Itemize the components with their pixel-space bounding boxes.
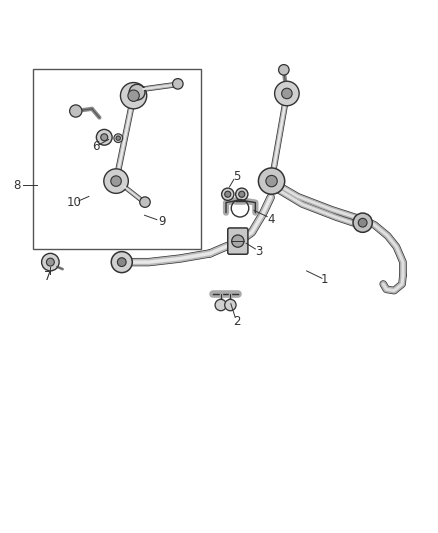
Circle shape xyxy=(239,191,245,197)
Circle shape xyxy=(128,90,139,101)
Text: 10: 10 xyxy=(67,197,82,209)
Circle shape xyxy=(232,235,244,247)
Circle shape xyxy=(173,78,183,89)
Circle shape xyxy=(111,252,132,273)
Text: 9: 9 xyxy=(158,215,166,228)
Circle shape xyxy=(225,300,236,311)
FancyBboxPatch shape xyxy=(228,228,248,254)
Circle shape xyxy=(236,188,248,200)
Circle shape xyxy=(215,300,226,311)
Circle shape xyxy=(120,83,147,109)
Circle shape xyxy=(104,169,128,193)
Circle shape xyxy=(266,175,277,187)
Text: 8: 8 xyxy=(13,179,20,192)
Circle shape xyxy=(275,81,299,106)
Text: 7: 7 xyxy=(44,270,52,283)
Circle shape xyxy=(101,134,108,141)
Circle shape xyxy=(222,188,234,200)
Circle shape xyxy=(358,219,367,227)
Text: 1: 1 xyxy=(320,273,328,286)
Circle shape xyxy=(258,168,285,194)
Circle shape xyxy=(279,64,289,75)
Circle shape xyxy=(46,258,54,266)
Text: 4: 4 xyxy=(267,213,275,225)
Text: 2: 2 xyxy=(233,315,240,328)
Circle shape xyxy=(353,213,372,232)
Circle shape xyxy=(70,105,82,117)
Text: 6: 6 xyxy=(92,140,99,152)
Circle shape xyxy=(225,191,231,197)
Circle shape xyxy=(116,136,120,140)
Circle shape xyxy=(117,258,126,266)
Circle shape xyxy=(42,253,59,271)
Text: 5: 5 xyxy=(233,170,240,183)
Circle shape xyxy=(96,130,112,145)
Circle shape xyxy=(111,176,121,187)
Circle shape xyxy=(129,84,145,100)
Circle shape xyxy=(114,134,123,142)
Text: 3: 3 xyxy=(255,245,262,257)
Circle shape xyxy=(282,88,292,99)
Circle shape xyxy=(140,197,150,207)
Bar xyxy=(33,69,201,249)
